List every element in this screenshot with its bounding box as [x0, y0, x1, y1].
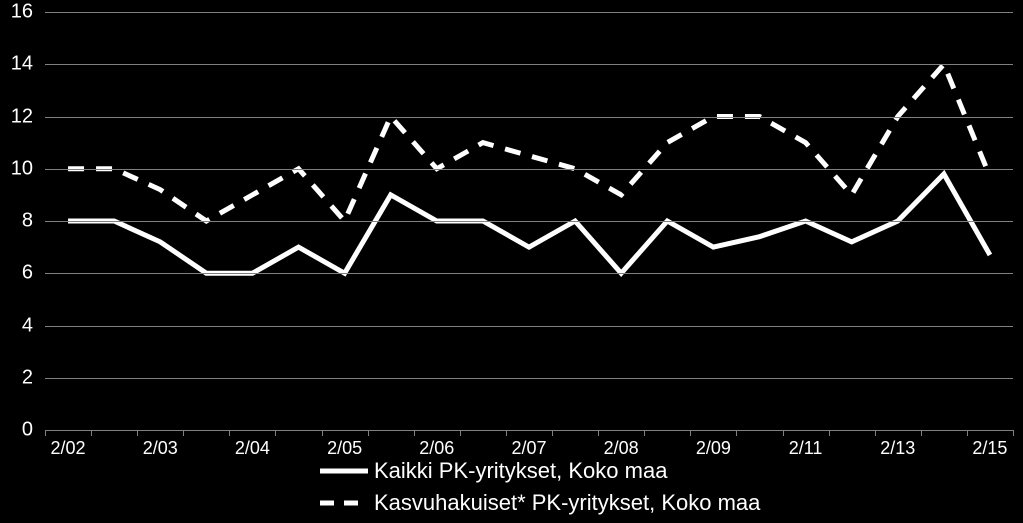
gridline [45, 273, 1013, 274]
legend-item-kasvuhakuiset: Kasvuhakuiset* PK-yritykset, Koko maa [320, 490, 760, 516]
y-tick-label: 0 [22, 419, 33, 442]
gridline [45, 117, 1013, 118]
gridline [45, 169, 1013, 170]
y-tick-label: 6 [22, 262, 33, 285]
x-tick-mark [275, 430, 276, 436]
x-tick-mark [736, 430, 737, 436]
x-tick-label: 2/05 [327, 438, 362, 459]
legend-swatch-solid [320, 462, 368, 480]
x-tick-label: 2/03 [143, 438, 178, 459]
x-tick-mark [183, 430, 184, 436]
legend-swatch-dashed [320, 494, 368, 512]
y-tick-label: 4 [22, 314, 33, 337]
y-tick-label: 16 [11, 1, 33, 24]
x-tick-mark [229, 430, 230, 436]
y-tick-label: 10 [11, 157, 33, 180]
x-tick-mark [921, 430, 922, 436]
x-tick-label: 2/06 [419, 438, 454, 459]
legend-label-kasvuhakuiset: Kasvuhakuiset* PK-yritykset, Koko maa [374, 490, 760, 516]
legend-label-kaikki: Kaikki PK-yritykset, Koko maa [374, 458, 667, 484]
gridline [45, 378, 1013, 379]
gridline [45, 64, 1013, 65]
series-kasvuhakuiset [68, 64, 990, 221]
x-tick-mark [506, 430, 507, 436]
x-tick-mark [875, 430, 876, 436]
x-tick-mark [829, 430, 830, 436]
x-tick-label: 2/15 [972, 438, 1007, 459]
gridline [45, 221, 1013, 222]
x-tick-label: 2/04 [235, 438, 270, 459]
x-tick-mark [598, 430, 599, 436]
x-tick-label: 2/02 [51, 438, 86, 459]
x-tick-mark [644, 430, 645, 436]
x-tick-mark [137, 430, 138, 436]
x-tick-mark [967, 430, 968, 436]
x-tick-mark [1013, 430, 1014, 436]
x-tick-mark [414, 430, 415, 436]
y-tick-label: 12 [11, 105, 33, 128]
x-tick-mark [460, 430, 461, 436]
chart-root: Kaikki PK-yritykset, Koko maa Kasvuhakui… [0, 0, 1023, 523]
x-tick-mark [783, 430, 784, 436]
x-tick-mark [552, 430, 553, 436]
x-tick-label: 2/09 [696, 438, 731, 459]
x-tick-mark [322, 430, 323, 436]
x-tick-label: 2/07 [511, 438, 546, 459]
x-axis [45, 430, 1013, 431]
y-tick-label: 14 [11, 53, 33, 76]
x-tick-mark [368, 430, 369, 436]
x-tick-label: 2/08 [604, 438, 639, 459]
legend-item-kaikki: Kaikki PK-yritykset, Koko maa [320, 458, 667, 484]
gridline [45, 326, 1013, 327]
y-tick-label: 8 [22, 210, 33, 233]
x-tick-label: 2/13 [880, 438, 915, 459]
x-tick-mark [690, 430, 691, 436]
gridline [45, 12, 1013, 13]
x-tick-label: 2/11 [789, 438, 823, 459]
x-tick-mark [45, 430, 46, 436]
x-tick-mark [91, 430, 92, 436]
y-tick-label: 2 [22, 366, 33, 389]
